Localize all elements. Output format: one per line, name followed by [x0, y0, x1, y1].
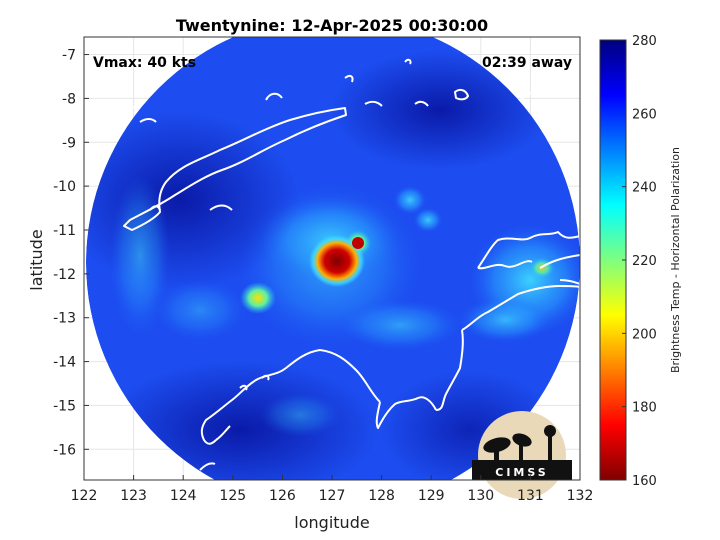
x-tick-label: 126 — [269, 488, 296, 504]
cimss-logo: CIMSS — [472, 411, 572, 499]
x-tick-label: 132 — [567, 488, 594, 504]
y-tick-label: -11 — [53, 223, 76, 239]
vmax-annotation: Vmax: 40 kts — [93, 55, 196, 71]
x-tick-label: 123 — [120, 488, 147, 504]
y-tick-label: -10 — [53, 179, 76, 195]
x-tick-label: 129 — [418, 488, 445, 504]
colorbar-tick-label: 260 — [632, 107, 657, 122]
colorbar-tick-label: 200 — [632, 327, 657, 342]
coastlines — [84, 58, 580, 471]
time-away-annotation: 02:39 away — [482, 55, 572, 71]
y-tick-label: -14 — [53, 355, 76, 371]
y-tick-label: -13 — [53, 311, 76, 327]
y-tick-label: -15 — [53, 398, 76, 414]
x-tick-label: 127 — [319, 488, 346, 504]
x-tick-label: 128 — [368, 488, 395, 504]
x-tick-label: 130 — [467, 488, 494, 504]
axis-ticks — [83, 54, 581, 480]
y-tick-label: -12 — [53, 267, 76, 283]
x-tick-labels: 122 123 124 125 126 127 128 129 130 131 132 — [71, 488, 594, 504]
colorbar-ticks: 280 260 240 220 200 180 160 — [622, 34, 657, 489]
y-tick-label: -7 — [62, 48, 76, 64]
x-tick-label: 124 — [170, 488, 197, 504]
x-tick-label: 131 — [517, 488, 544, 504]
colorbar-tick-label: 180 — [632, 401, 657, 416]
colorbar-tick-label: 280 — [632, 34, 657, 49]
colorbar-label: Brightness Temp - Horizontal Polarizatio… — [669, 147, 682, 373]
y-tick-label: -8 — [62, 91, 76, 107]
x-axis-label: longitude — [294, 513, 369, 532]
x-tick-label: 125 — [219, 488, 246, 504]
colorbar-tick-label: 160 — [632, 474, 657, 489]
x-tick-label: 122 — [71, 488, 98, 504]
logo-text: CIMSS — [495, 466, 548, 479]
chart-title: Twentynine: 12-Apr-2025 00:30:00 — [176, 16, 488, 35]
y-axis-label: latitude — [27, 229, 46, 290]
y-tick-labels: -7 -8 -9 -10 -11 -12 -13 -14 -15 -16 — [53, 48, 76, 459]
colorbar-tick-label: 240 — [632, 181, 657, 196]
colorbar — [599, 39, 627, 481]
y-tick-label: -16 — [53, 442, 76, 458]
colorbar-tick-label: 220 — [632, 254, 657, 269]
y-tick-label: -9 — [62, 135, 76, 151]
